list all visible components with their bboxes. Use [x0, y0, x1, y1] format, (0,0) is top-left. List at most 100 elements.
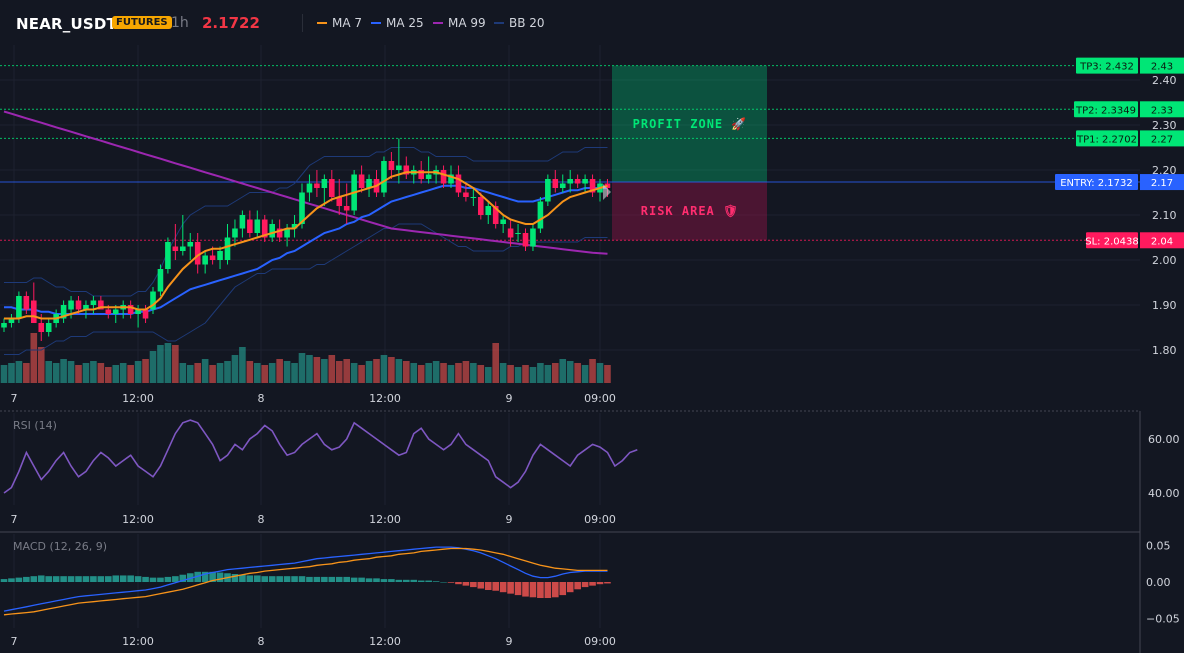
candle-body	[254, 219, 261, 233]
bb20-swatch	[494, 22, 504, 24]
candle-body	[269, 224, 275, 238]
macd-histogram-bar	[209, 571, 216, 582]
candle-body	[343, 206, 350, 211]
price-axis-tag-text: 2.43	[1151, 62, 1173, 73]
level-tag-text: TP3: 2.432	[1079, 62, 1134, 73]
candle-body	[470, 197, 477, 198]
volume-bar	[75, 365, 82, 383]
macd-histogram-bar	[119, 575, 127, 582]
price-axis-tag	[1140, 101, 1184, 118]
macd-histogram-bar	[380, 579, 388, 582]
macd-histogram-bar	[216, 572, 224, 582]
legend-ma99[interactable]: MA 99	[433, 16, 486, 30]
macd-histogram-bar	[566, 582, 574, 593]
candle-body	[336, 197, 343, 206]
candle-body	[314, 183, 320, 188]
candle-body	[142, 309, 149, 319]
candle-body	[306, 183, 313, 193]
legend-ma25[interactable]: MA 25	[371, 16, 424, 30]
price-tick-label: 1.80	[1152, 344, 1177, 357]
macd-histogram-bar	[328, 576, 336, 582]
candle-body	[165, 242, 171, 269]
volume-bar	[261, 365, 269, 383]
macd-histogram-bar	[365, 578, 373, 582]
macd-histogram-bar	[261, 576, 269, 582]
candle-body	[202, 255, 208, 265]
symbol-label[interactable]: NEAR_USDT	[16, 15, 117, 33]
rsi-tick-label: 60.00	[1148, 433, 1180, 446]
macd-title: MACD (12, 26, 9)	[13, 540, 108, 553]
volume-bar	[440, 363, 447, 383]
candle-body	[418, 170, 424, 179]
level-tag-tp1	[1076, 130, 1138, 147]
macd-histogram-bar	[335, 576, 343, 582]
macd-histogram-bar	[410, 579, 418, 582]
time-tick-label: 09:00	[584, 392, 616, 405]
macd-histogram-bar	[477, 582, 485, 589]
macd-histogram-bar	[321, 576, 328, 582]
volume-bar	[60, 359, 67, 383]
candle-body	[440, 170, 447, 184]
macd-histogram-bar	[417, 580, 425, 582]
volume-bar	[52, 363, 60, 383]
candle-body	[90, 300, 97, 305]
candle-body	[105, 309, 112, 314]
price-axis-tag	[1140, 232, 1184, 249]
macd-histogram-bar	[313, 576, 321, 582]
macd-tick-label: 0.05	[1146, 540, 1171, 553]
macd-histogram-bar	[440, 582, 447, 583]
volume-bar	[97, 363, 105, 383]
candle-body	[492, 206, 499, 224]
macd-histogram-bar	[23, 576, 30, 582]
volume-bar	[268, 363, 276, 383]
candle-body	[224, 237, 231, 260]
macd-histogram-bar	[388, 579, 395, 582]
volume-bar	[127, 365, 134, 383]
volume-bar	[186, 365, 194, 383]
volume-bar	[37, 347, 45, 383]
time-tick-label: 8	[258, 513, 265, 526]
volume-bar	[380, 355, 388, 383]
rsi-tick-label: 40.00	[1148, 487, 1180, 500]
candle-body	[157, 269, 164, 292]
zone-risk	[612, 182, 767, 241]
price-axis-tag-text: 2.33	[1151, 105, 1173, 116]
volume-bar	[499, 363, 507, 383]
price-axis-tag-text: 2.27	[1151, 134, 1173, 145]
candle-body	[75, 300, 82, 310]
level-tag-tp2	[1074, 101, 1138, 118]
macd-tick-label: −0.05	[1146, 612, 1180, 625]
volume-bar	[246, 361, 254, 383]
price-tick-label: 2.20	[1152, 164, 1177, 177]
price-tick-label: 2.30	[1152, 119, 1177, 132]
rsi-title: RSI (14)	[13, 419, 57, 432]
volume-bar	[544, 365, 552, 383]
candle-body	[559, 183, 566, 188]
time-tick-label: 12:00	[122, 392, 154, 405]
candle-body	[358, 174, 365, 188]
legend-bb20-label: BB 20	[509, 16, 545, 30]
candle-body	[537, 201, 544, 229]
level-tag-text: TP2: 2.3349	[1075, 105, 1136, 116]
legend-ma7[interactable]: MA 7	[317, 16, 362, 30]
macd-histogram-bar	[514, 582, 522, 596]
volume-bar	[395, 359, 403, 383]
macd-histogram-bar	[246, 575, 254, 582]
timeframe-label[interactable]: 1h	[171, 15, 189, 31]
ma7-swatch	[317, 22, 327, 24]
volume-bar	[105, 367, 112, 383]
volume-bar	[328, 355, 336, 383]
volume-bar	[179, 363, 187, 383]
volume-bar	[470, 363, 477, 383]
macd-histogram-bar	[254, 575, 261, 582]
volume-bar	[447, 365, 455, 383]
volume-bar	[209, 365, 216, 383]
price-tick-label: 2.10	[1152, 209, 1177, 222]
volume-bar	[462, 361, 470, 383]
macd-histogram-bar	[574, 582, 581, 590]
legend-ma25-label: MA 25	[386, 16, 424, 30]
price-axis-tag	[1140, 57, 1184, 74]
legend-bb20[interactable]: BB 20	[494, 16, 545, 30]
candle-body	[8, 318, 15, 323]
